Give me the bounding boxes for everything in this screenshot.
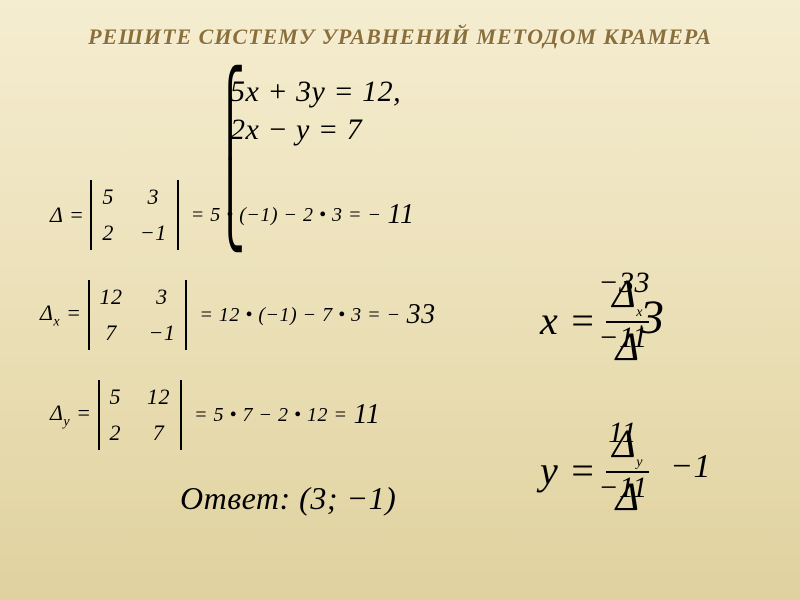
cell: 3 xyxy=(149,284,176,310)
deltax-result: 33 xyxy=(407,299,436,331)
equation-system: ⎧⎩ 5x + 3y = 12, 2x − y = 7 xyxy=(230,75,401,147)
cell: 12 xyxy=(147,384,170,410)
determinant-y: 5 12 2 7 xyxy=(98,380,183,450)
y-result: y = Δy 11 Δ −11 −1 xyxy=(540,420,649,520)
delta-y: Δy = 5 12 2 7 = 5 • 7 − 2 • 12 = 11 xyxy=(50,380,380,450)
cell: −1 xyxy=(149,320,176,346)
y-den-overlay: −11 xyxy=(598,471,648,505)
cell: 2 xyxy=(102,220,114,246)
delta-result: 11 xyxy=(388,199,415,231)
y-fraction: Δy 11 Δ −11 xyxy=(606,420,649,520)
deltay-calc: = 5 • 7 − 2 • 12 = xyxy=(194,404,348,427)
delta-main: Δ = 5 3 2 −1 = 5 • (−1) − 2 • 3 = − 11 xyxy=(50,180,414,250)
y-final: −1 xyxy=(670,448,711,486)
deltay-label: Δy = xyxy=(50,400,92,430)
cell: 5 xyxy=(102,184,114,210)
slide-title: РЕШИТЕ СИСТЕМУ УРАВНЕНИЙ МЕТОДОМ КРАМЕРА xyxy=(0,0,800,50)
determinant-x: 12 3 7 −1 xyxy=(88,280,188,350)
delta-x: Δx = 12 3 7 −1 = 12 • (−1) − 7 • 3 = − 3… xyxy=(40,280,436,350)
x-var: x = xyxy=(540,297,596,344)
cell: 7 xyxy=(100,320,123,346)
equation-2: 2x − y = 7 xyxy=(230,113,401,147)
delta-calc: = 5 • (−1) − 2 • 3 = − xyxy=(191,204,382,227)
y-num-overlay: 11 xyxy=(608,416,637,450)
cell: 2 xyxy=(110,420,122,446)
deltax-label: Δx = xyxy=(40,300,82,330)
delta-label: Δ = xyxy=(50,202,84,228)
x-final: 3 xyxy=(640,290,665,345)
cell: 7 xyxy=(147,420,170,446)
cell: 12 xyxy=(100,284,123,310)
cell: 3 xyxy=(140,184,167,210)
x-result: x = Δx −33 Δ −11 3 xyxy=(540,270,649,370)
cell: 5 xyxy=(110,384,122,410)
y-var: y = xyxy=(540,447,596,494)
determinant-main: 5 3 2 −1 xyxy=(90,180,178,250)
answer-text: Ответ: (3; −1) xyxy=(180,480,396,517)
cell: −1 xyxy=(140,220,167,246)
equation-1: 5x + 3y = 12, xyxy=(230,75,401,109)
deltay-result: 11 xyxy=(354,399,381,431)
deltax-calc: = 12 • (−1) − 7 • 3 = − xyxy=(199,304,400,327)
